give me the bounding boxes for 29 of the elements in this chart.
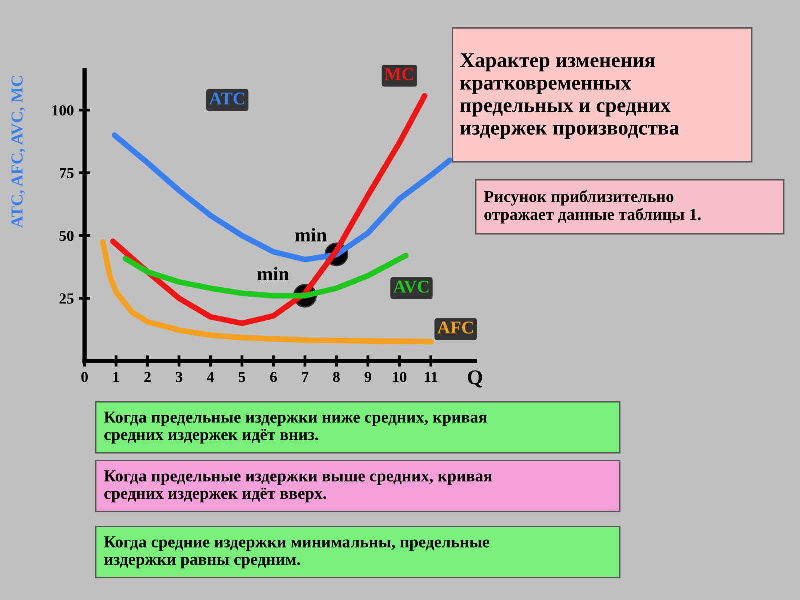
- x-tick-label: 4: [207, 372, 214, 382]
- x-tick-label: 0: [82, 372, 88, 382]
- x-tick-label: 9: [364, 372, 372, 382]
- x-tick-label: 1: [114, 372, 120, 382]
- annotation: min: [295, 228, 327, 242]
- y-tick-label: 75: [60, 168, 74, 179]
- text: Когда предельные издержки ниже средних, кривая средних издержек идёт вниз.: [104, 412, 488, 444]
- series-label: AVC: [394, 280, 429, 294]
- x-tick-label: 5: [239, 372, 246, 382]
- x-axis-title: Q: [468, 370, 482, 388]
- y-tick-label: 50: [60, 230, 74, 242]
- x-tick-label: 6: [270, 372, 278, 382]
- x-tick-label: 8: [333, 372, 340, 382]
- text: ATC: [209, 92, 245, 105]
- annotation: min: [258, 267, 290, 281]
- y-axis-title: ATC, AFC, AVC, MC: [12, 76, 26, 228]
- series-label: MC: [384, 68, 414, 80]
- text: Когда предельные издержки выше средних, кривая средних издержек идёт вверх.: [104, 470, 492, 503]
- x-tick-label: 7: [302, 372, 309, 382]
- series-label: AFC: [438, 322, 474, 334]
- x-tick-label: 11: [425, 372, 438, 382]
- x-tick-label: 2: [144, 372, 151, 382]
- text: Характер изменения кратковременных предельных и средних издержек производства: [460, 54, 680, 140]
- y-tick-label: 25: [60, 294, 74, 304]
- y-tick-label: 100: [52, 105, 74, 116]
- x-tick-label: 10: [393, 372, 407, 382]
- text: Рисунок приблизительно отражает данные таблицы 1.: [484, 190, 701, 224]
- x-tick-label: 3: [176, 372, 183, 382]
- text: Когда средние издержки минимальны, предельные издержки равны средним.: [104, 536, 490, 569]
